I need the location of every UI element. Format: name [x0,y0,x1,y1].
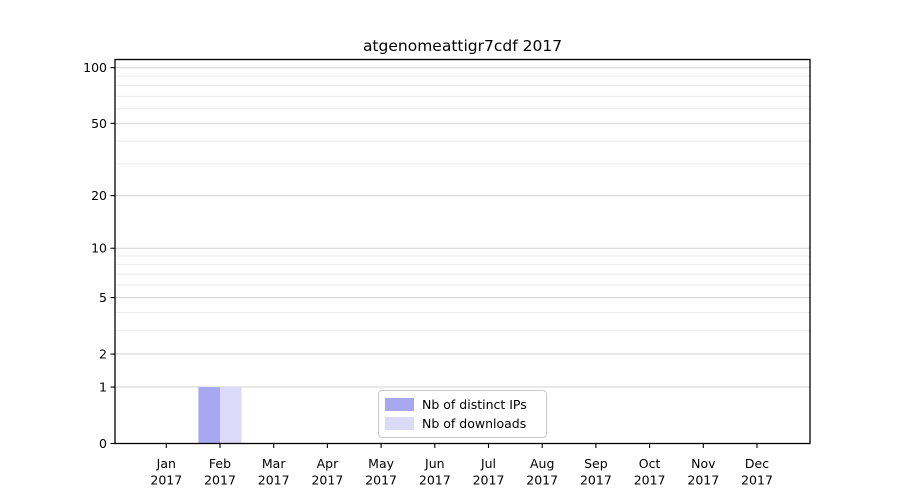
x-axis-tick-label-year: 2017 [419,473,451,488]
y-axis-tick-label: 50 [91,116,107,131]
y-axis-tick-label: 2 [99,347,107,362]
x-axis-tick-label-year: 2017 [634,473,666,488]
legend: Nb of distinct IPs Nb of downloads [378,390,547,438]
x-axis-tick-label-month: Dec [745,456,769,471]
downloads-swatch [385,417,414,430]
x-axis-tick-label-month: Apr [317,456,339,471]
y-axis-tick-label: 20 [91,188,107,203]
x-axis-tick-label-month: Mar [262,456,286,471]
y-axis-tick-label: 0 [99,436,107,451]
bar-distinct-ips [198,387,220,444]
x-axis-tick-label-year: 2017 [150,473,182,488]
legend-label: Nb of distinct IPs [422,397,527,412]
x-axis-tick-label-month: Feb [209,456,231,471]
x-axis-tick-label-year: 2017 [365,473,397,488]
x-axis-tick-label-year: 2017 [687,473,719,488]
x-axis-tick-label-year: 2017 [526,473,558,488]
chart-title: atgenomeattigr7cdf 2017 [362,37,563,55]
x-axis-tick-label-year: 2017 [741,473,773,488]
x-axis-tick-label-month: Jul [480,456,496,471]
bar-downloads [220,387,242,444]
y-axis-tick-label: 1 [99,380,107,395]
distinct-ips-swatch [385,398,414,411]
x-axis-tick-label-year: 2017 [311,473,343,488]
y-axis-tick-label: 5 [99,290,107,305]
y-axis-tick-label: 100 [83,60,107,75]
plot-frame [114,58,811,445]
x-axis-tick-label-year: 2017 [580,473,612,488]
legend-label: Nb of downloads [422,416,527,431]
legend-item-distinct-ips: Nb of distinct IPs [385,397,538,412]
x-axis-tick-label-month: Sep [584,456,608,471]
x-axis-tick-label-year: 2017 [258,473,290,488]
x-axis-tick-label-year: 2017 [204,473,236,488]
x-axis-tick-label-month: Jun [424,456,445,471]
legend-item-downloads: Nb of downloads [385,416,538,431]
x-axis-tick-label-month: May [368,456,394,471]
x-axis-tick-label-month: Nov [691,456,716,471]
x-axis-tick-label-month: Oct [639,456,661,471]
x-axis-tick-label-month: Jan [156,456,176,471]
x-axis-tick-label-year: 2017 [473,473,505,488]
y-axis-tick-label: 10 [91,241,107,256]
x-axis-tick-label-month: Aug [530,456,554,471]
